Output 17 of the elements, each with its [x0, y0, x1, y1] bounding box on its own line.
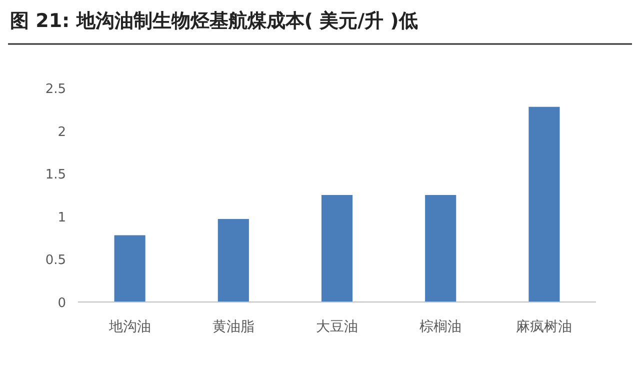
chart-title: 图 21: 地沟油制生物烃基航煤成本( 美元/升 )低	[10, 10, 418, 32]
y-tick-label: 0	[58, 296, 66, 311]
x-tick-label: 棕榈油	[420, 319, 462, 335]
y-tick-label: 0.5	[45, 253, 66, 268]
bar	[218, 218, 249, 302]
x-tick-label: 黄油脂	[212, 319, 254, 335]
x-tick-label: 麻疯树油	[516, 319, 572, 335]
y-tick-label: 1	[58, 210, 66, 226]
y-tick-label: 2	[58, 124, 66, 140]
bar	[425, 195, 456, 302]
bar	[114, 235, 146, 302]
x-tick-label: 地沟油	[108, 319, 151, 335]
bar	[528, 106, 560, 302]
y-tick-label: 1.5	[45, 168, 66, 183]
y-tick-label: 2.5	[45, 82, 66, 97]
x-tick-label: 大豆油	[316, 319, 358, 335]
bar	[321, 195, 353, 302]
